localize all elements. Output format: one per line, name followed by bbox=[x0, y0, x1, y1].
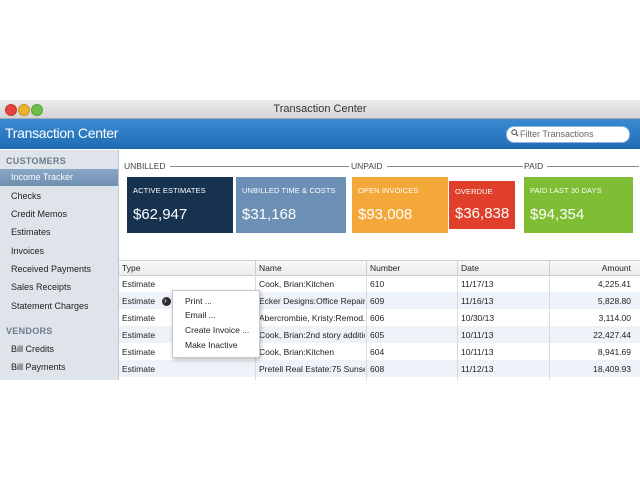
cell-type: Estimate bbox=[122, 279, 156, 289]
filter-transactions-search[interactable]: Filter Transactions bbox=[506, 126, 630, 143]
cell-name: Cook, Brian:Kitchen bbox=[259, 347, 335, 357]
paid-divider bbox=[543, 166, 639, 167]
close-window-button[interactable] bbox=[5, 104, 17, 116]
cell-date: 11/17/13 bbox=[461, 279, 494, 289]
column-header-amount[interactable]: Amount bbox=[601, 263, 631, 273]
column-header-number[interactable]: Number bbox=[370, 263, 401, 273]
vendors-heading: VENDORS bbox=[6, 326, 53, 336]
tile-amount: $93,008 bbox=[358, 206, 413, 223]
transaction-center-window: Transaction Center Transaction Center Fi… bbox=[0, 100, 640, 380]
sidebar-item-statement-charges[interactable]: Statement Charges bbox=[11, 301, 89, 311]
column-header-date[interactable]: Date bbox=[461, 263, 479, 273]
search-icon bbox=[511, 129, 519, 137]
cell-name: Abercrombie, Kristy:Remod... bbox=[259, 313, 365, 323]
cell-amount: 4,225.41 bbox=[597, 279, 631, 289]
tile-amount: $94,354 bbox=[530, 206, 585, 223]
cell-type: Estimate bbox=[122, 364, 156, 374]
sidebar-item-received-payments[interactable]: Received Payments bbox=[11, 264, 92, 274]
cell-type: Estimate bbox=[122, 313, 156, 323]
sidebar-item-bill-credits[interactable]: Bill Credits bbox=[11, 344, 55, 354]
column-header-name[interactable]: Name bbox=[259, 263, 282, 273]
tile-label: ACTIVE ESTIMATES bbox=[133, 186, 206, 195]
column-separator bbox=[457, 261, 458, 275]
tile-amount: $36,838 bbox=[455, 205, 510, 222]
cell-date: 10/11/13 bbox=[461, 347, 494, 357]
minimize-window-button[interactable] bbox=[18, 104, 30, 116]
table-header: Type Name Number Date Amount bbox=[119, 260, 640, 276]
row-context-menu: Print ... Email ... Create Invoice ... M… bbox=[172, 290, 260, 358]
tile-active-estimates[interactable]: ACTIVE ESTIMATES $62,947 bbox=[127, 177, 233, 233]
cell-type: Estimate bbox=[122, 347, 156, 357]
window-title: Transaction Center bbox=[273, 103, 367, 115]
cell-date: 11/16/13 bbox=[461, 296, 494, 306]
app-title: Transaction Center bbox=[5, 125, 119, 141]
cell-amount: 5,828.80 bbox=[597, 296, 631, 306]
column-separator bbox=[549, 261, 550, 275]
table-row[interactable]: Estimate Cook, Brian:Kitchen 610 11/17/1… bbox=[119, 275, 640, 292]
column-divider bbox=[366, 274, 367, 380]
tile-paid-last-30-days[interactable]: PAID LAST 30 DAYS $94,354 bbox=[524, 177, 633, 233]
menu-item-email[interactable]: Email ... bbox=[185, 310, 216, 320]
column-separator bbox=[255, 261, 256, 275]
column-separator bbox=[366, 261, 367, 275]
phase-unpaid: UNPAID bbox=[351, 161, 387, 171]
tile-overdue[interactable]: OVERDUE $36,838 bbox=[449, 181, 515, 229]
title-bar: Transaction Center bbox=[0, 100, 640, 119]
tile-open-invoices[interactable]: OPEN INVOICES $93,008 bbox=[352, 177, 448, 233]
table-row[interactable]: Estimate Cook, Brian:Kitchen 604 10/11/1… bbox=[119, 343, 640, 360]
phase-unbilled: UNBILLED bbox=[124, 161, 170, 171]
tile-amount: $62,947 bbox=[133, 206, 188, 223]
sidebar-item-credit-memos[interactable]: Credit Memos bbox=[11, 209, 68, 219]
menu-item-print[interactable]: Print ... bbox=[185, 296, 212, 306]
cell-date: 10/30/13 bbox=[461, 313, 495, 323]
unpaid-divider bbox=[377, 166, 523, 167]
menu-item-make-inactive[interactable]: Make Inactive bbox=[185, 340, 238, 350]
app-header: Transaction Center Filter Transactions bbox=[0, 119, 640, 149]
cell-amount: 18,409.93 bbox=[593, 364, 631, 374]
sidebar-item-income-tracker[interactable]: Income Tracker bbox=[0, 169, 118, 186]
cell-amount: 3,114.00 bbox=[598, 313, 631, 323]
tile-label: OPEN INVOICES bbox=[358, 186, 419, 195]
cell-date: 11/12/13 bbox=[461, 364, 494, 374]
column-divider bbox=[457, 274, 458, 380]
cell-number: 605 bbox=[370, 330, 385, 340]
cell-name: Cook, Brian:2nd story addition bbox=[259, 330, 365, 340]
customers-heading: CUSTOMERS bbox=[6, 156, 67, 166]
cell-name: Cook, Brian:Kitchen bbox=[259, 279, 335, 289]
cell-number: 606 bbox=[370, 313, 385, 323]
tile-label: OVERDUE bbox=[455, 187, 493, 196]
menu-item-create-invoice[interactable]: Create Invoice ... bbox=[185, 325, 250, 335]
column-divider bbox=[549, 274, 550, 380]
cell-name: Pretell Real Estate:75 Sunse... bbox=[259, 364, 365, 374]
tile-amount: $31,168 bbox=[242, 206, 297, 223]
sidebar-item-estimates[interactable]: Estimates bbox=[11, 227, 51, 237]
cell-type: Estimate bbox=[122, 296, 156, 306]
sidebar-item-bill-payments[interactable]: Bill Payments bbox=[11, 362, 66, 372]
cell-number: 604 bbox=[370, 347, 385, 357]
phase-paid: PAID bbox=[524, 161, 548, 171]
search-placeholder: Filter Transactions bbox=[520, 129, 594, 139]
cell-amount: 8,941.69 bbox=[597, 347, 631, 357]
sidebar-item-sales-receipts[interactable]: Sales Receipts bbox=[11, 282, 72, 292]
table-row[interactable]: Estimate Pretell Real Estate:75 Sunse...… bbox=[119, 360, 640, 377]
tile-label: PAID LAST 30 DAYS bbox=[530, 186, 602, 195]
column-header-type[interactable]: Type bbox=[122, 263, 141, 273]
table-row[interactable]: Estimate Abercrombie, Kristy:Remod... 60… bbox=[119, 309, 640, 326]
zoom-window-button[interactable] bbox=[31, 104, 43, 116]
cell-amount: 22,427.44 bbox=[593, 330, 631, 340]
sidebar-item-checks[interactable]: Checks bbox=[11, 191, 42, 201]
cell-number: 609 bbox=[370, 296, 385, 306]
sidebar-item-invoices[interactable]: Invoices bbox=[11, 246, 45, 256]
cell-date: 10/11/13 bbox=[461, 330, 494, 340]
sidebar: CUSTOMERS Income Tracker Checks Credit M… bbox=[0, 150, 119, 380]
tile-label: UNBILLED TIME & COSTS bbox=[242, 186, 336, 195]
cell-name: Ecker Designs:Office Repairs bbox=[259, 296, 365, 306]
cell-number: 610 bbox=[370, 279, 385, 289]
cell-type: Estimate bbox=[122, 330, 156, 340]
tile-unbilled-time-costs[interactable]: UNBILLED TIME & COSTS $31,168 bbox=[236, 177, 346, 233]
unbilled-divider bbox=[163, 166, 349, 167]
row-actions-chevron-icon[interactable]: › bbox=[162, 296, 171, 306]
cell-number: 608 bbox=[370, 364, 385, 374]
